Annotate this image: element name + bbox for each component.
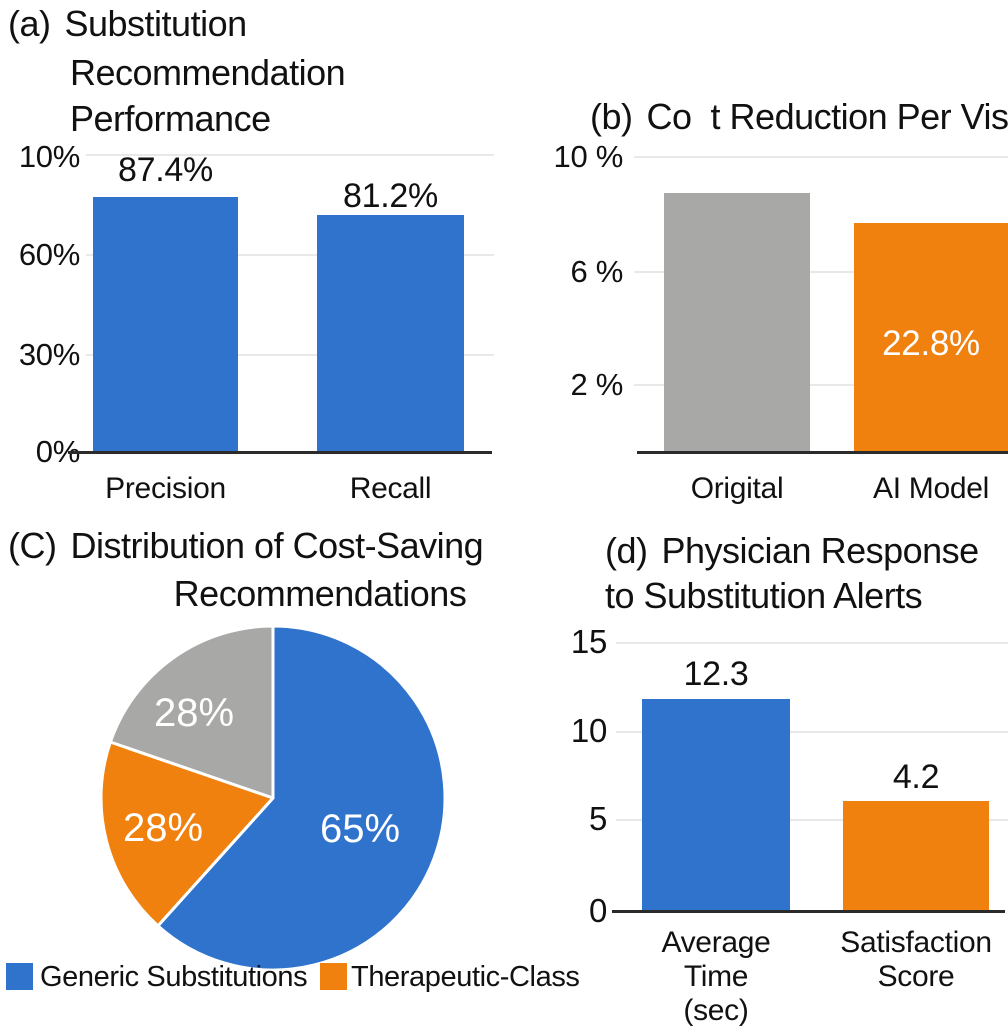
panel-b-title: (b) Co t Reduction Per Vis — [552, 48, 1008, 186]
x-axis-line — [637, 451, 1008, 454]
y-tick: 0 — [588, 892, 607, 929]
x-axis-line — [612, 910, 1005, 913]
gridline — [86, 154, 494, 156]
x-label-line: Score — [877, 960, 955, 993]
pie-slice-generic-substitutions — [156, 624, 447, 972]
x-category-label: Recall — [349, 472, 432, 505]
panel-a-tag: (a) — [8, 3, 51, 44]
x-category-label: AI Model — [873, 472, 989, 505]
panel-a-title-line2: Recommendation — [70, 52, 346, 93]
pie-legend: Generic Substitutions Therapeutic-Class — [0, 955, 640, 999]
panel-d-title-text: Physician Response — [661, 530, 980, 571]
panel-b-title-text: Co t Reduction Per Vis — [646, 96, 1008, 137]
gridline — [616, 819, 1008, 821]
panel-c-title-line1: (C) Distribution of Cost-Saving — [8, 523, 484, 569]
y-tick: 6 % — [570, 254, 623, 289]
bar-value-label: 4.2 — [892, 758, 940, 796]
legend-label-therapeutic: Therapeutic-Class — [351, 961, 580, 993]
gridline — [634, 156, 1008, 158]
pie-chart — [99, 624, 447, 972]
bar-value-label: 81.2% — [343, 177, 438, 215]
panel-a-title-line1: (a) Substitution — [8, 1, 247, 47]
bar-satisfaction — [843, 801, 989, 911]
x-category-label: Precision — [105, 472, 226, 505]
legend-swatch-therapeutic — [320, 963, 347, 990]
bar-value-label: 87.4% — [118, 151, 213, 189]
pie-slice-therapeutic-class — [99, 740, 275, 928]
x-category-label: Average Time (sec) — [630, 926, 802, 1028]
gridline — [634, 384, 1008, 386]
bar-recall — [317, 215, 464, 452]
x-label-line: Average Time — [661, 926, 771, 993]
gridline — [616, 642, 1008, 644]
pie-label-blue: 65% — [319, 807, 401, 851]
gridline — [616, 731, 1008, 733]
panel-c-tag: (C) — [8, 525, 57, 566]
legend-label-generic: Generic Substitutions — [40, 961, 308, 993]
bar-value-label: 22.8% — [882, 324, 980, 363]
x-category-label: Satisfaction Score — [838, 926, 994, 994]
bar-precision — [93, 197, 238, 452]
y-tick: 30% — [18, 337, 80, 372]
gridline — [86, 354, 494, 356]
x-axis-line — [68, 451, 492, 454]
panel-d: (d) Physician Response to Substitution Al… — [504, 510, 1008, 1027]
pie-label-orange: 28% — [122, 806, 204, 850]
panel-a-title-line3: Performance — [70, 98, 271, 139]
panel-d-tag: (d) — [605, 530, 648, 571]
panel-a: (a) Substitution Recommendation Performan… — [0, 0, 504, 510]
x-category-label: Origital — [690, 472, 784, 505]
bar-value-label: 12.3 — [683, 655, 749, 693]
gridline — [634, 271, 1008, 273]
y-tick: 10 % — [553, 139, 624, 174]
bar-origital — [664, 193, 810, 452]
panel-b-tag: (b) — [590, 96, 633, 137]
y-tick: 2 % — [570, 367, 623, 402]
bar-ai-model — [854, 223, 1008, 452]
gridline — [86, 254, 494, 256]
panel-d-title-line2: to Substitution Alerts — [605, 575, 923, 616]
y-tick: 10 — [570, 712, 607, 749]
panel-a-title-text: Substitution — [64, 3, 248, 44]
y-tick: 10% — [18, 139, 80, 174]
bar-average-time — [642, 699, 790, 911]
y-tick: 5 — [588, 800, 607, 837]
panel-d-title-line1: (d) Physician Response — [605, 528, 979, 574]
x-label-line: Satisfaction — [840, 926, 992, 959]
panel-c-title-text: Distribution of Cost-Saving — [70, 525, 484, 566]
y-tick: 60% — [18, 237, 80, 272]
panel-c: (C) Distribution of Cost-Saving Recommend… — [0, 510, 504, 999]
y-tick: 15 — [570, 623, 607, 660]
pie-label-gray: 28% — [153, 691, 235, 735]
pie-slice-other — [108, 624, 275, 800]
panel-c-title-line2: Recommendations — [173, 573, 467, 614]
x-label-line: (sec) — [683, 994, 749, 1027]
legend-swatch-generic — [6, 963, 33, 990]
panel-b: (b) Co t Reduction Per Vis 10 % 6 % 2 % 2… — [504, 0, 1008, 510]
